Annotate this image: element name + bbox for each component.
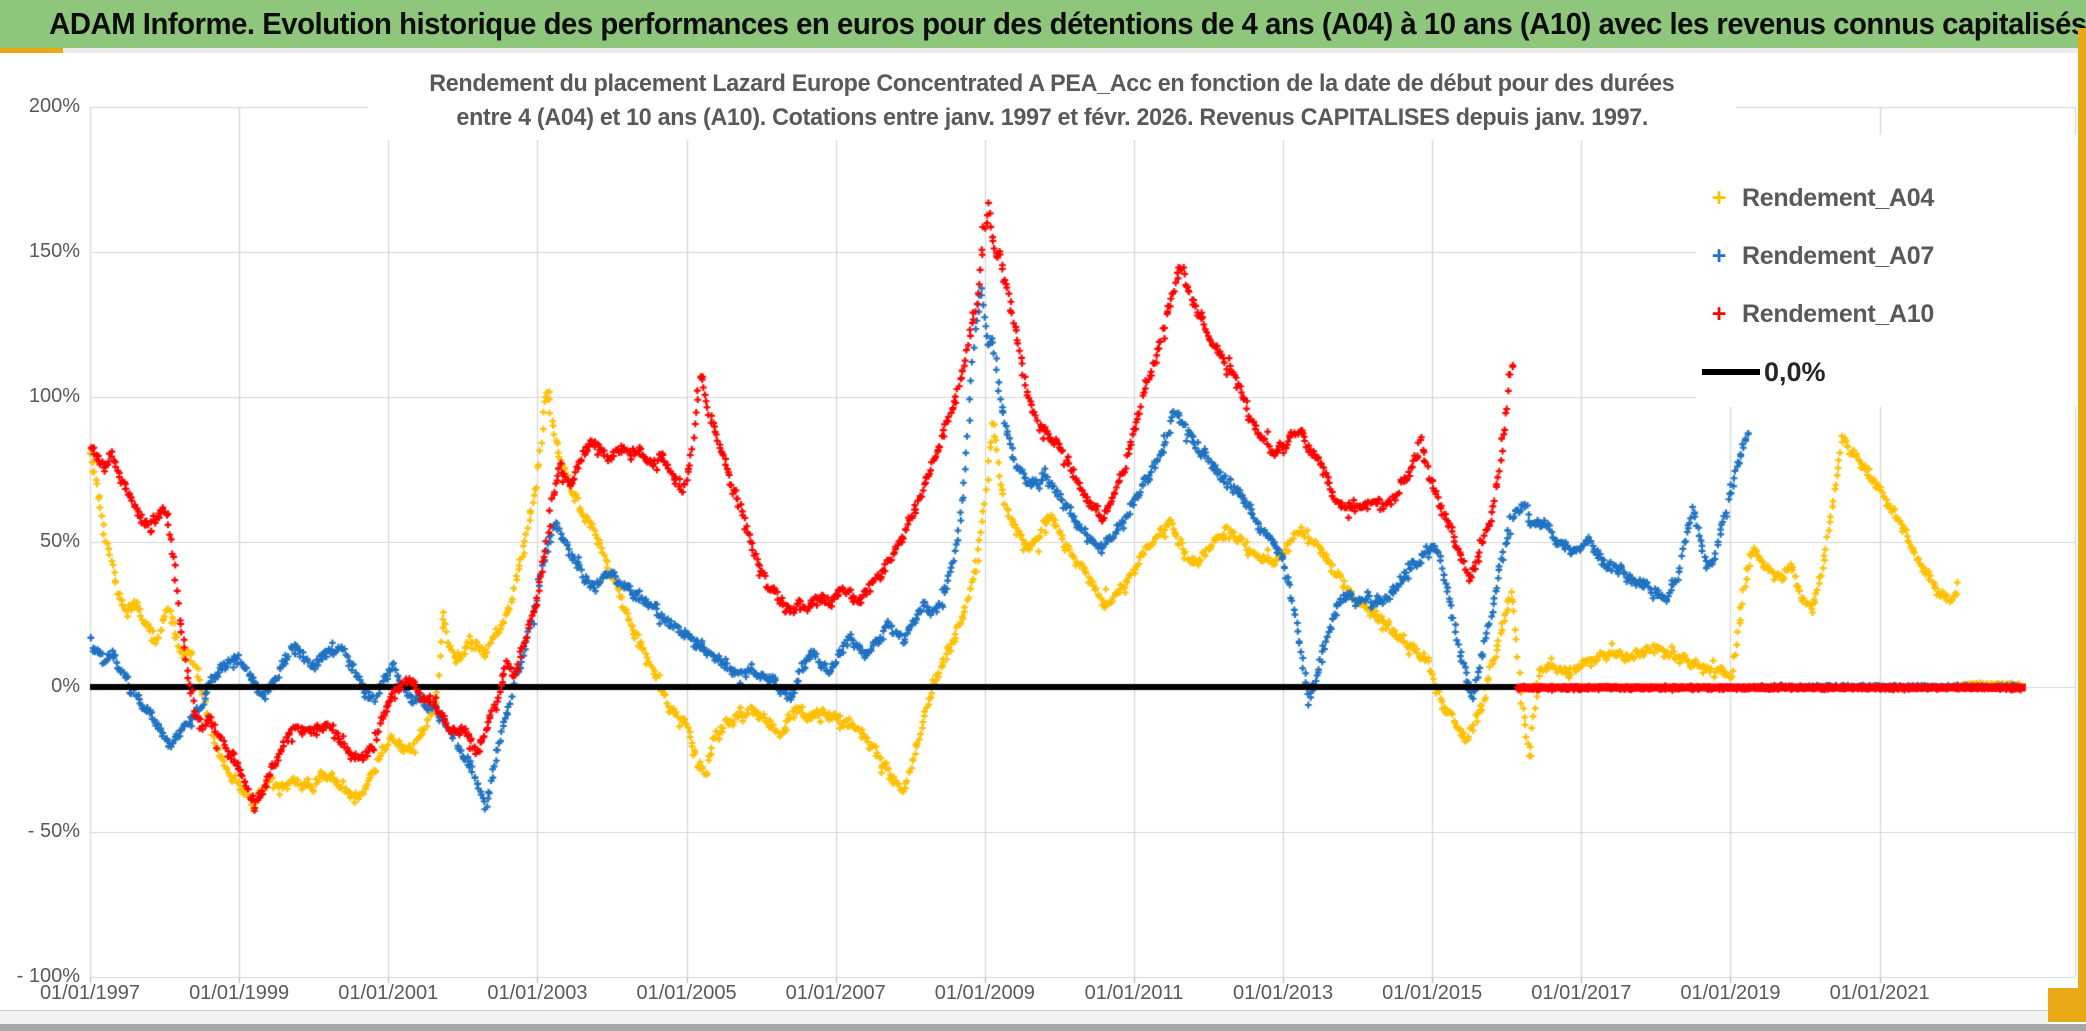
legend-item-rendement-a04[interactable]: + Rendement_A04 [1696, 169, 2076, 227]
gold-accent-notch [0, 48, 63, 53]
window-bottom-edge [0, 1024, 2086, 1031]
x-axis-tick-label: 01/01/2011 [1084, 982, 1184, 1004]
chart-legend: + Rendement_A04 + Rendement_A07 + Rendem… [1696, 135, 2076, 407]
x-axis-tick-label: 01/01/2021 [1829, 982, 1930, 1004]
x-axis-tick-label: 01/01/2009 [934, 982, 1035, 1004]
horizontal-scrollbar-track[interactable] [0, 1010, 2048, 1025]
window-right-edge [2078, 28, 2086, 988]
chart-subtitle-line2: entre 4 (A04) et 10 ans (A10). Cotations… [456, 104, 1648, 131]
legend-label: Rendement_A10 [1742, 299, 1934, 328]
legend-label: Rendement_A07 [1742, 241, 1934, 270]
y-axis-tick-label: - 100% [16, 965, 80, 987]
x-axis-tick-label: 01/01/1999 [189, 982, 290, 1004]
x-axis-tick-label: 01/01/2013 [1233, 982, 1334, 1004]
page-title: ADAM Informe. Evolution historique des p… [49, 6, 2086, 41]
plus-marker-icon: + [1711, 241, 1727, 270]
x-axis-tick-label: 01/01/2015 [1382, 982, 1483, 1004]
title-separator [0, 48, 2086, 53]
x-axis-tick-label: 01/01/2001 [338, 982, 439, 1004]
x-axis-tick-label: 01/01/2003 [487, 982, 588, 1004]
chart-subtitle: Rendement du placement Lazard Europe Con… [368, 62, 1736, 140]
y-axis-tick-label: 200% [28, 95, 80, 117]
x-axis-tick-label: 01/01/2007 [785, 982, 886, 1004]
legend-item-zero-line[interactable]: 0,0% [1696, 343, 2076, 401]
x-axis-tick-label: 01/01/2019 [1680, 982, 1781, 1004]
scrollbar-corner [2048, 988, 2086, 1022]
plus-marker-icon: + [1711, 183, 1727, 212]
y-axis-tick-label: 150% [28, 240, 80, 262]
legend-label: 0,0% [1764, 356, 1826, 387]
y-axis-tick-label: 100% [28, 385, 80, 407]
sheet-title-bar: ADAM Informe. Evolution historique des p… [0, 0, 2086, 48]
y-axis-tick-label: 0% [51, 675, 80, 697]
plus-marker-icon: + [1711, 299, 1727, 328]
chart-subtitle-line1: Rendement du placement Lazard Europe Con… [429, 70, 1675, 97]
legend-label: Rendement_A04 [1742, 183, 1934, 212]
y-axis-tick-label: - 50% [27, 820, 80, 842]
legend-item-rendement-a07[interactable]: + Rendement_A07 [1696, 227, 2076, 285]
zero-line-icon [1702, 369, 1760, 375]
x-axis-tick-label: 01/01/2017 [1531, 982, 1632, 1004]
x-axis-tick-label: 01/01/1997 [39, 982, 141, 1004]
y-axis-tick-label: 50% [39, 530, 80, 552]
x-axis-tick-label: 01/01/2005 [636, 982, 737, 1004]
legend-item-rendement-a10[interactable]: + Rendement_A10 [1696, 285, 2076, 343]
